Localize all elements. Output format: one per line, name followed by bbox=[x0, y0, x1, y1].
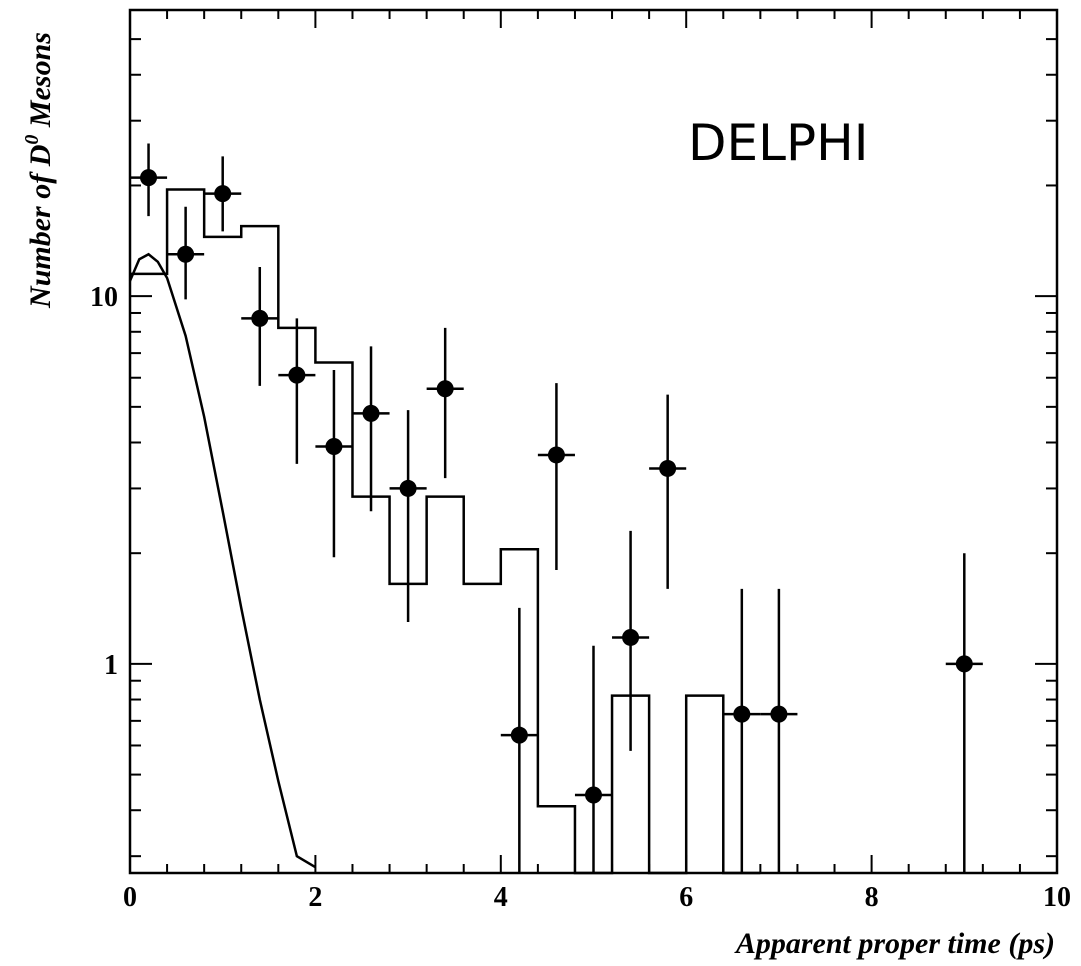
data-point bbox=[352, 346, 390, 512]
data-point bbox=[574, 645, 613, 873]
data-marker bbox=[362, 404, 380, 422]
data-marker bbox=[733, 705, 751, 723]
y-tick-label: 1 bbox=[104, 650, 118, 681]
data-point bbox=[723, 588, 761, 873]
data-marker bbox=[585, 786, 602, 804]
data-marker bbox=[659, 459, 677, 477]
data-point bbox=[389, 410, 427, 622]
data-point bbox=[167, 206, 205, 300]
data-point bbox=[500, 607, 538, 873]
data-point bbox=[537, 383, 575, 571]
data-marker bbox=[399, 479, 417, 497]
data-marker bbox=[510, 726, 528, 744]
data-marker bbox=[325, 438, 343, 456]
y-axis-label: Number of D0 Mesons bbox=[21, 32, 57, 309]
data-point bbox=[649, 394, 687, 589]
x-tick-label: 6 bbox=[679, 882, 693, 913]
x-tick-label: 0 bbox=[123, 882, 137, 913]
axis-tick-labels: 0 2 4 6 8 10 1 10 bbox=[90, 282, 1071, 913]
data-marker bbox=[770, 705, 788, 723]
data-marker bbox=[547, 446, 565, 464]
data-marker bbox=[214, 185, 232, 203]
data-point bbox=[760, 588, 798, 873]
data-marker bbox=[140, 169, 158, 187]
data-point bbox=[278, 318, 316, 464]
data-marker bbox=[288, 366, 306, 384]
axis-ticks bbox=[129, 9, 1058, 873]
data-marker bbox=[955, 655, 973, 673]
histogram-step-line bbox=[130, 188, 761, 875]
data-point bbox=[204, 156, 242, 232]
x-axis-label: Apparent proper time (ps) bbox=[734, 927, 1055, 960]
x-tick-label: 2 bbox=[308, 882, 322, 913]
data-marker bbox=[251, 309, 269, 327]
data-point bbox=[426, 327, 464, 479]
simulation-histogram bbox=[130, 188, 761, 875]
data-marker bbox=[177, 245, 195, 263]
data-point bbox=[315, 369, 353, 558]
data-point bbox=[945, 553, 983, 873]
y-tick-label: 10 bbox=[90, 282, 118, 313]
data-point bbox=[130, 143, 168, 217]
data-point bbox=[612, 530, 650, 751]
y-axis-label-tail: Mesons bbox=[24, 32, 57, 135]
x-tick-label: 8 bbox=[865, 882, 879, 913]
y-axis-label-superscript: 0 bbox=[21, 135, 43, 145]
y-axis-label-main: Number of D bbox=[24, 145, 57, 309]
background-curve-line bbox=[128, 252, 317, 869]
x-tick-label: 10 bbox=[1043, 882, 1071, 913]
data-points bbox=[130, 143, 983, 873]
data-point bbox=[241, 267, 279, 386]
data-marker bbox=[622, 628, 640, 646]
experiment-label: DELPHI bbox=[688, 114, 868, 172]
data-marker bbox=[436, 380, 454, 398]
background-curve bbox=[128, 252, 317, 869]
x-tick-label: 4 bbox=[494, 882, 508, 913]
